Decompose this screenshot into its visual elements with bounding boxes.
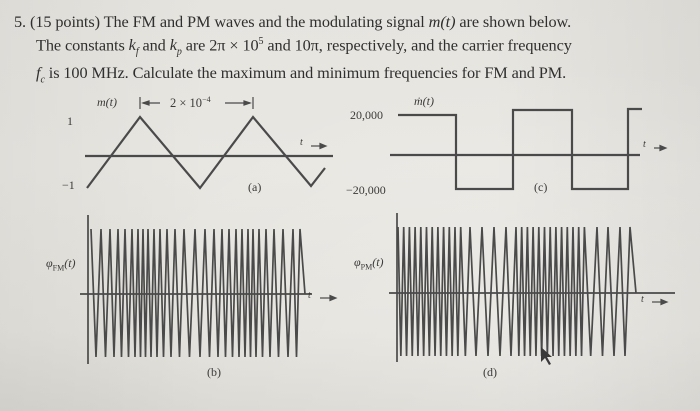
plot-b-caption: (b) xyxy=(207,365,221,379)
plot-d-t-label: t xyxy=(641,294,644,305)
kp-symbol: kp xyxy=(169,35,182,58)
plot-a-period-marker xyxy=(139,97,254,109)
problem-number: 5. xyxy=(14,12,27,31)
plot-d-pm-wave xyxy=(389,213,675,362)
problem-line-3: fc is 100 MHz. Calculate the maximum and… xyxy=(36,62,567,85)
plot-d-ylabel: φPM(t) xyxy=(354,255,384,272)
plot-c-ylabel: ṁ(t) xyxy=(414,94,434,108)
plot-d-caption: (d) xyxy=(483,365,497,379)
plot-c-caption: (c) xyxy=(534,180,548,194)
plot-a-ytick-bottom: −1 xyxy=(62,178,75,192)
plot-c-mdot-square xyxy=(390,107,642,191)
plot-a-mt-triangle xyxy=(85,115,333,190)
plot-a-period-label: 2 × 10−4 xyxy=(170,95,211,111)
plot-c-ytick-bottom: −20,000 xyxy=(346,183,386,197)
kf-symbol: kf xyxy=(128,35,139,58)
plot-b-t-label: t xyxy=(308,290,311,301)
plot-b-fm-wave xyxy=(80,215,312,364)
plot-a-ylabel: m(t) xyxy=(97,95,117,109)
problem-line-1: 5. (15 points) The FM and PM waves and t… xyxy=(14,12,572,31)
signal-symbol: m(t) xyxy=(428,12,456,31)
plot-a-caption: (a) xyxy=(248,180,262,194)
problem-line-2: The constants kf and kp are 2π × 105 and… xyxy=(36,35,572,58)
mouse-cursor-icon xyxy=(541,347,552,365)
problem-statement: 5. (15 points) The FM and PM waves and t… xyxy=(14,12,694,90)
plot-a-t-label: t xyxy=(300,137,303,148)
t-arrows xyxy=(311,142,669,306)
problem-points: (15 points) xyxy=(30,12,100,31)
plot-c-ytick-top: 20,000 xyxy=(350,108,383,122)
plot-c-t-label: t xyxy=(643,139,646,150)
fc-symbol: fc xyxy=(36,62,45,85)
plot-a-ytick-top: 1 xyxy=(67,114,73,128)
plot-b-ylabel: φFM(t) xyxy=(46,256,76,273)
